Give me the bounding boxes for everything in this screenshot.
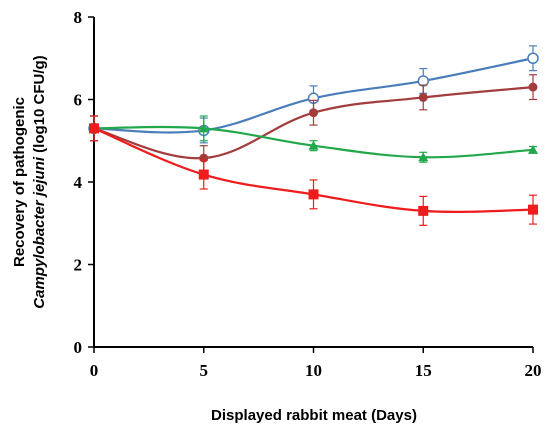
data-point bbox=[308, 189, 319, 200]
y-axis-title-unit: (log10 CFU/g) bbox=[31, 55, 48, 157]
data-point bbox=[418, 205, 429, 216]
y-tick-label: 0 bbox=[74, 338, 83, 357]
data-point bbox=[528, 204, 538, 215]
x-tick-label: 0 bbox=[90, 361, 99, 380]
y-axis-title-line2: Campylobacter jejuni (log10 CFU/g) bbox=[31, 55, 48, 308]
data-point bbox=[309, 108, 318, 118]
x-tick-label: 5 bbox=[200, 361, 209, 380]
data-point bbox=[198, 169, 209, 180]
x-axis-title: Displayed rabbit meat (Days) bbox=[211, 407, 417, 424]
data-point bbox=[417, 75, 429, 87]
data-point bbox=[418, 92, 428, 102]
x-tick-label: 10 bbox=[305, 361, 322, 380]
x-tick-label: 15 bbox=[415, 361, 432, 380]
tick-labels: 0 2 4 6 8 0 5 10 15 20 bbox=[74, 8, 542, 380]
data-point bbox=[308, 140, 319, 150]
y-tick-label: 6 bbox=[74, 91, 83, 110]
data-point bbox=[89, 123, 99, 134]
series-4 bbox=[89, 115, 538, 226]
axes bbox=[88, 16, 534, 353]
x-tick-label: 20 bbox=[525, 361, 542, 380]
series-group bbox=[88, 45, 539, 226]
y-tick-label: 8 bbox=[74, 8, 83, 27]
series-1 bbox=[88, 45, 539, 144]
y-axis-title: Recovery of pathogenic Campylobacter jej… bbox=[11, 55, 48, 308]
data-point bbox=[527, 52, 539, 64]
y-axis-title-line1: Recovery of pathogenic bbox=[11, 97, 28, 267]
y-axis-title-species: Campylobacter jejuni bbox=[31, 156, 48, 309]
data-point bbox=[198, 123, 209, 133]
y-tick-label: 4 bbox=[74, 173, 83, 192]
y-tick-label: 2 bbox=[74, 256, 83, 275]
data-point bbox=[528, 82, 538, 92]
data-point bbox=[418, 152, 429, 162]
data-point bbox=[528, 144, 538, 154]
